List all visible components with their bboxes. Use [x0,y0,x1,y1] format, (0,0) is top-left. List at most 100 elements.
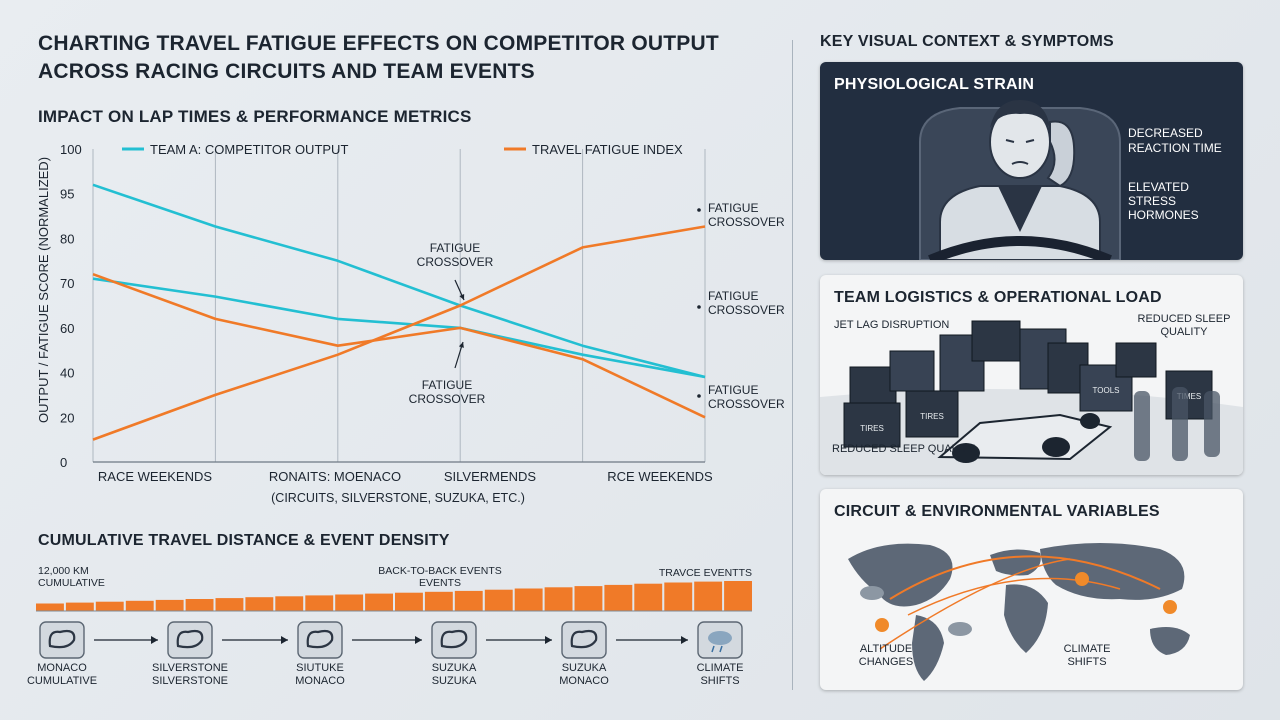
circuit-label-1-line-1: ALTITUDE [859,643,913,655]
travel-mid-label-1: BACK-TO-BACK EVENTS [378,565,502,577]
annotation-text: CROSSOVER [409,392,486,406]
route-arrowhead [281,636,288,644]
route-stop-line-1: SUZUKA [431,662,477,674]
travel-bar [544,587,573,611]
route-stop-line-2: MONACO [559,675,609,687]
x-tick-label: RONAITS: MOENACO [269,469,401,484]
travel-left-label-1: 12,000 KM [38,565,89,577]
travel-bar [604,584,633,611]
physio-panel: PHYSIOLOGICAL STRAIN DECREASED REACTION … [820,62,1243,260]
route-stop-label: SUZUKA SUZUKA [399,662,509,688]
circuit-title: CIRCUIT & ENVIRONMENTAL VARIABLES [834,503,1160,520]
physio-title: PHYSIOLOGICAL STRAIN [834,76,1035,93]
y-tick-label: 95 [60,187,74,202]
travel-mid-label: BACK-TO-BACK EVENTS EVENTS [360,565,520,589]
travel-bar [185,599,214,611]
route-stop-label: CLIMATE SHIFTS [665,662,775,688]
annotation-text: CROSSOVER [417,255,494,269]
travel-bar [305,595,334,611]
right-title: KEY VISUAL CONTEXT & SYMPTOMS [820,33,1114,50]
crate-label-tools: TOOLS [1093,386,1120,395]
route-arrowhead [151,636,158,644]
series-line-1 [92,277,706,379]
series-line-2 [92,272,706,419]
annotation-text: CROSSOVER [708,303,785,317]
annotation-text: FATIGUE [708,289,758,303]
y-tick-label: 60 [60,321,74,336]
y-tick-label: 0 [60,455,67,470]
route-stop-label: SUZUKA MONACO [529,662,639,688]
travel-bar [365,593,393,611]
circuit-icon [297,621,343,659]
travel-bar [275,596,304,611]
travel-bar [454,590,483,611]
route-stop-line-2: SUZUKA [431,675,477,687]
circuit-label-2-line-1: CLIMATE [1063,643,1111,655]
travel-bar [694,581,723,611]
physio-note-2: ELEVATED STRESS HORMONES [1128,180,1199,222]
series-line-0 [92,183,706,379]
weather-icon [697,621,743,659]
route-arrowhead [545,636,552,644]
route-arrowhead [681,636,688,644]
physio-note-1-line-1: DECREASED [1128,126,1203,140]
travel-bar [215,598,244,611]
x-tick-label: RACE WEEKENDS [98,469,212,484]
circuit-icon [431,621,477,659]
route-arrowhead [415,636,422,644]
line-chart: 100 95 80 70 60 40 20 0 RACE WEEKENDS RONAITS: MO… [36,142,785,505]
section-divider [792,40,793,690]
logistics-label-1: JET LAG DISRUPTION [834,319,950,331]
annotation-text: FATIGUE [708,201,758,215]
circuit-icon [39,621,85,659]
annotation-text: FATIGUE [708,383,758,397]
travel-bar [125,600,154,611]
sun-icon [1163,600,1177,614]
y-tick-label: 80 [60,231,74,246]
driver-illustration [919,100,1121,260]
travel-bar [724,581,752,611]
chart-legend: TEAM A: COMPETITOR OUTPUT TRAVEL FATIGUE … [122,142,683,157]
y-axis-label: OUTPUT / FATIGUE SCORE (NORMALIZED) [36,157,51,423]
y-tick-label: 20 [60,410,74,425]
physio-note-1: DECREASED REACTION TIME [1128,126,1222,156]
series-line-3 [92,225,706,441]
annotation-dot [697,305,701,309]
route-stop-line-1: SUZUKA [561,662,607,674]
legend-label: TEAM A: COMPETITOR OUTPUT [150,142,348,157]
travel-title: CUMULATIVE TRAVEL DISTANCE & EVENT DENSI… [38,532,450,549]
travel-right-label: TRAVCE EVENTTS [658,567,752,579]
annotation-arrowhead [459,294,465,300]
physio-note-1-line-2: REACTION TIME [1128,141,1222,155]
route-stop-line-1: SIUTUKE [296,662,344,674]
circuit-label-1: ALTITUDE CHANGES [846,643,926,669]
chart-series [92,183,706,441]
circuit-label-2: CLIMATE SHIFTS [1052,643,1122,669]
travel-bar [65,602,94,611]
page-title: CHARTING TRAVEL FATIGUE EFFECTS ON COMPE… [38,30,778,86]
route-stop-line-1: SILVERSTONE [151,662,228,674]
travel-bar [335,594,364,611]
travel-bar [245,597,274,611]
chart-grid [92,149,706,463]
route-stop-line-1: MONACO [37,662,87,674]
physio-note-2-line-3: HORMONES [1128,208,1199,222]
logistics-label-2: REDUCED SLEEP QUALITY [1130,313,1238,339]
circuit-icon [561,621,607,659]
x-tick-label: SILVERMENDS [444,469,537,484]
travel-bar [664,582,693,611]
x-tick-sublabel: (CIRCUITS, SILVERSTONE, SUZUKA, ETC.) [271,491,525,505]
circuit-icon [167,621,213,659]
page-title-line-2: ACROSS RACING CIRCUITS AND TEAM EVENTS [38,60,535,83]
world-map [848,543,1190,681]
annotation-text: FATIGUE [422,378,472,392]
rain-cloud-icon [860,586,884,600]
y-tick-label: 100 [60,142,82,157]
logistics-label-2-line-1: REDUCED SLEEP [1137,313,1231,325]
chart-ticks: 100 95 80 70 60 40 20 0 RACE WEEKENDS RONAITS: MO… [60,142,713,505]
physio-note-2-line-2: STRESS [1128,194,1177,208]
